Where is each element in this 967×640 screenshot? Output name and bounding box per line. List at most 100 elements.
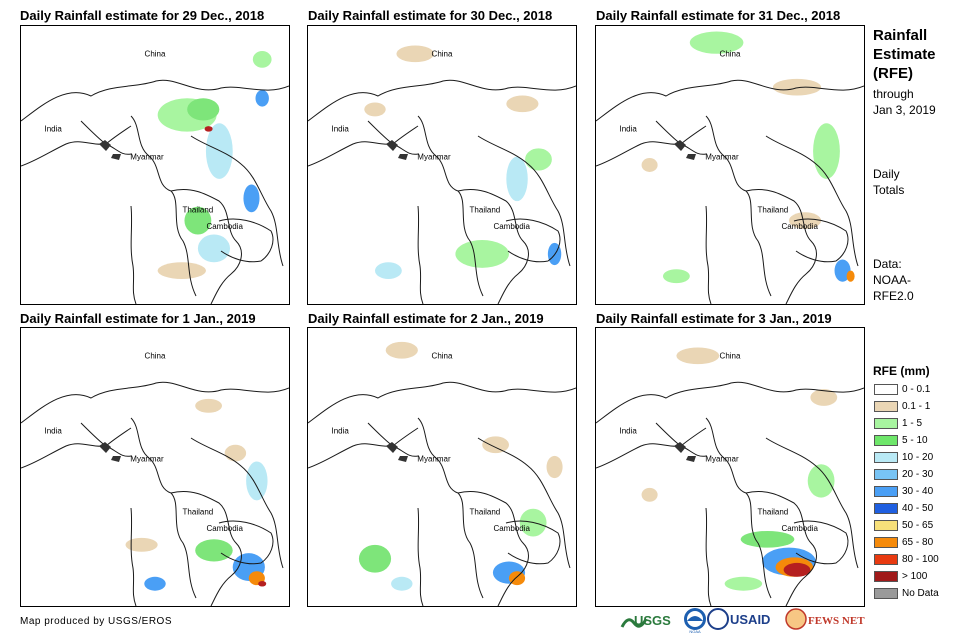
label-cambodia: Cambodia	[206, 222, 243, 231]
india-coast	[308, 443, 419, 469]
malay-coast	[130, 205, 137, 304]
label-thailand: Thailand	[470, 507, 501, 516]
side-data-source2: RFE2.0	[873, 289, 914, 303]
noaa-logo-text: NOAA	[689, 629, 701, 634]
bangladesh-border	[655, 422, 707, 447]
usgs-logo-text: USGS	[634, 613, 671, 628]
malay-coast	[705, 205, 712, 304]
rainfall-patch	[252, 51, 272, 68]
rainfall-patch	[358, 544, 392, 573]
map-panel-4: China India Myanmar Thailand Cambodia	[20, 327, 290, 607]
coast-fill	[99, 442, 121, 462]
side-data-source1: NOAA-	[873, 273, 912, 287]
rainfall-layer	[641, 31, 855, 284]
label-india: India	[619, 427, 637, 436]
india-coast	[596, 141, 707, 167]
legend-swatch	[874, 418, 898, 429]
legend-item: 65 - 80	[874, 536, 933, 549]
label-myanmar: Myanmar	[417, 454, 451, 463]
rainfall-patch	[255, 89, 269, 107]
legend-item: 0.1 - 1	[874, 400, 930, 413]
legend-label: 0.1 - 1	[902, 401, 931, 412]
side-title-line3: (RFE)	[873, 65, 913, 82]
laos-border	[190, 437, 284, 569]
rainfall-layer	[641, 347, 838, 591]
panel-3-title: Daily Rainfall estimate for 31 Dec., 201…	[596, 8, 841, 23]
china-border	[308, 79, 576, 122]
bangladesh-border	[80, 422, 132, 447]
map-boundaries	[21, 381, 289, 606]
rainfall-patch	[834, 259, 851, 282]
legend-label: 50 - 65	[902, 520, 934, 531]
label-cambodia: Cambodia	[781, 524, 818, 533]
rainfall-patch	[641, 158, 658, 172]
legend-label: 20 - 30	[902, 469, 934, 480]
label-india: India	[44, 427, 62, 436]
bangladesh-border	[367, 422, 419, 447]
map-svg-3: China India Myanmar Thailand Cambodia	[596, 31, 864, 304]
rainfall-patch	[525, 148, 552, 171]
coast-fill	[99, 140, 121, 160]
india-coast	[21, 443, 132, 469]
malay-coast	[130, 507, 137, 606]
legend-item: 80 - 100	[874, 553, 939, 566]
rainfall-patch	[391, 576, 413, 591]
legend-title: RFE (mm)	[873, 364, 930, 378]
cambodia-border	[218, 520, 274, 565]
malay-coast	[705, 507, 712, 606]
legend-label: 40 - 50	[902, 503, 934, 514]
rainfall-patch	[506, 156, 528, 202]
label-thailand: Thailand	[758, 507, 789, 516]
label-china: China	[145, 352, 166, 361]
legend-swatch	[874, 452, 898, 463]
map-panel-5: China India Myanmar Thailand Cambodia	[307, 327, 577, 607]
label-cambodia: Cambodia	[493, 222, 530, 231]
rainfall-patch	[546, 455, 563, 479]
thailand-border	[457, 490, 529, 606]
legend-item: 1 - 5	[874, 417, 922, 430]
cambodia-border	[218, 218, 274, 263]
label-myanmar: Myanmar	[705, 152, 739, 161]
legend-swatch	[874, 384, 898, 395]
legend-swatch	[874, 401, 898, 412]
usaid-logo-text: USAID	[730, 612, 770, 627]
cambodia-border	[505, 520, 561, 565]
legend-label: 30 - 40	[902, 486, 934, 497]
rainfall-layer	[157, 51, 272, 279]
coast-fill	[386, 442, 408, 462]
label-cambodia: Cambodia	[206, 524, 243, 533]
china-border	[596, 381, 864, 424]
legend-item: No Data	[874, 587, 939, 600]
label-myanmar: Myanmar	[130, 152, 164, 161]
legend-swatch	[874, 469, 898, 480]
laos-border	[765, 135, 859, 267]
legend-label: 80 - 100	[902, 554, 939, 565]
rainfall-patch	[807, 464, 835, 498]
rainfall-patch	[258, 580, 267, 587]
cambodia-border	[505, 218, 561, 263]
rainfall-patch	[364, 102, 386, 117]
laos-border	[765, 437, 859, 569]
map-boundaries	[308, 381, 576, 606]
panel-4-title: Daily Rainfall estimate for 1 Jan., 2019	[20, 311, 256, 326]
legend-item: 0 - 0.1	[874, 383, 930, 396]
rainfall-patch	[846, 270, 855, 282]
side-title-line1: Rainfall	[873, 27, 928, 44]
legend-label: 65 - 80	[902, 537, 934, 548]
rainfall-layer	[358, 341, 563, 591]
malay-coast	[417, 205, 424, 304]
china-border	[308, 381, 576, 424]
thailand-border	[745, 188, 817, 304]
legend-item: 20 - 30	[874, 468, 933, 481]
rainfall-patch	[455, 240, 509, 268]
map-svg-2: China India Myanmar Thailand Cambodia	[308, 45, 576, 304]
thailand-border	[457, 188, 529, 304]
legend-item: 5 - 10	[874, 434, 928, 447]
legend-label: > 100	[902, 571, 928, 582]
rainfall-patch	[187, 98, 220, 121]
side-through: through	[873, 87, 914, 101]
rainfall-layer	[125, 398, 268, 591]
map-boundaries	[308, 79, 576, 304]
legend-label: 1 - 5	[902, 418, 923, 429]
map-svg-6: China India Myanmar Thailand Cambodia	[596, 347, 864, 606]
